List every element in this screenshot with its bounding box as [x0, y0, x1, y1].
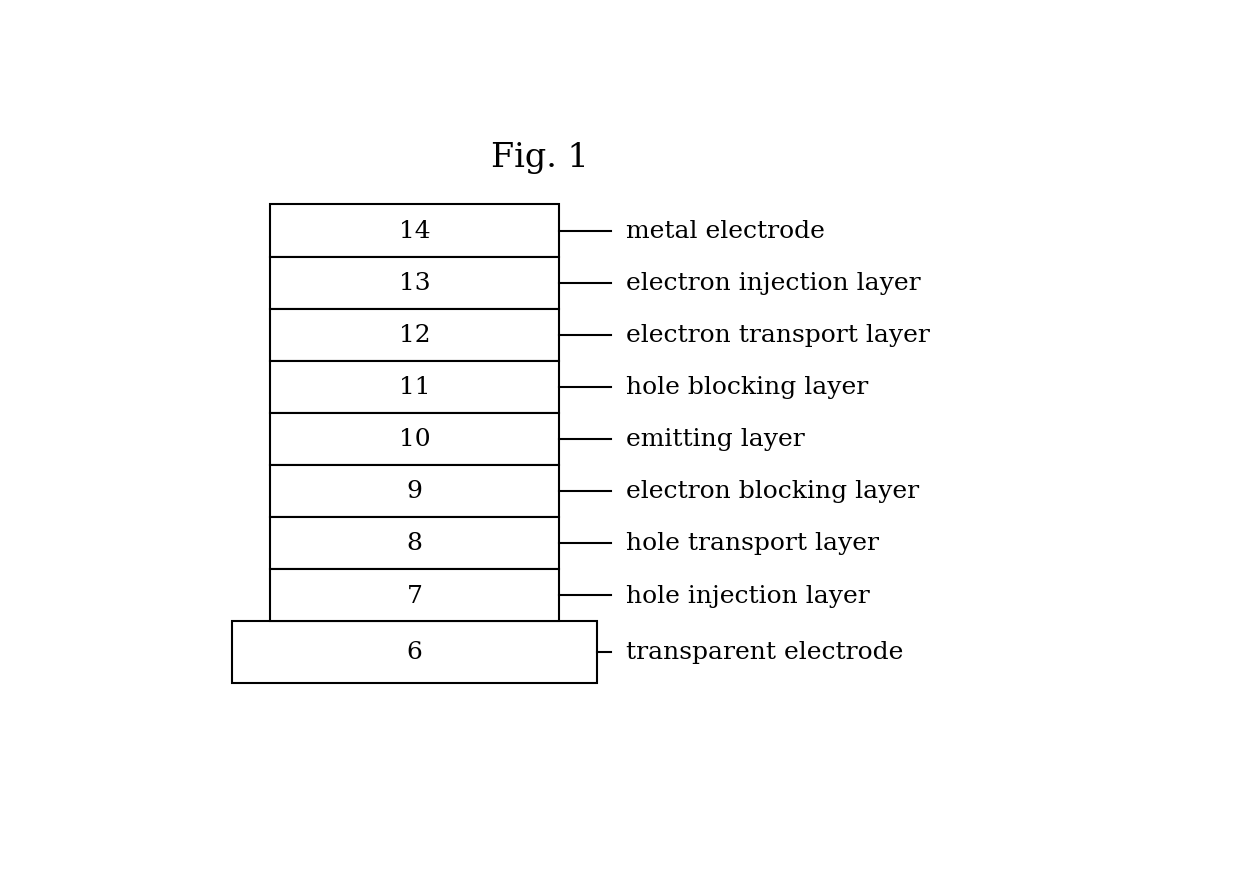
Bar [270, 206, 558, 257]
Text: electron transport layer: electron transport layer [626, 323, 930, 346]
Text: 12: 12 [398, 323, 430, 346]
Text: 11: 11 [399, 376, 430, 399]
Bar [270, 465, 558, 517]
Text: Fig. 1: Fig. 1 [491, 142, 588, 174]
Bar [270, 413, 558, 465]
Text: 14: 14 [398, 220, 430, 243]
Text: 9: 9 [407, 480, 423, 503]
Bar [270, 309, 558, 361]
Bar [232, 621, 596, 683]
Text: hole blocking layer: hole blocking layer [626, 376, 868, 399]
Text: metal electrode: metal electrode [626, 220, 825, 243]
Text: emitting layer: emitting layer [626, 428, 805, 451]
Text: electron injection layer: electron injection layer [626, 272, 920, 295]
Text: 10: 10 [398, 428, 430, 451]
Text: 8: 8 [407, 532, 423, 555]
Text: 13: 13 [398, 272, 430, 295]
Text: 7: 7 [407, 584, 423, 607]
Bar [270, 361, 558, 413]
Text: electron blocking layer: electron blocking layer [626, 480, 919, 503]
Bar [270, 517, 558, 570]
Bar [270, 570, 558, 621]
Bar [270, 257, 558, 309]
Text: transparent electrode: transparent electrode [626, 641, 903, 664]
Text: 6: 6 [407, 641, 423, 664]
Text: hole transport layer: hole transport layer [626, 532, 879, 555]
Text: hole injection layer: hole injection layer [626, 584, 869, 607]
